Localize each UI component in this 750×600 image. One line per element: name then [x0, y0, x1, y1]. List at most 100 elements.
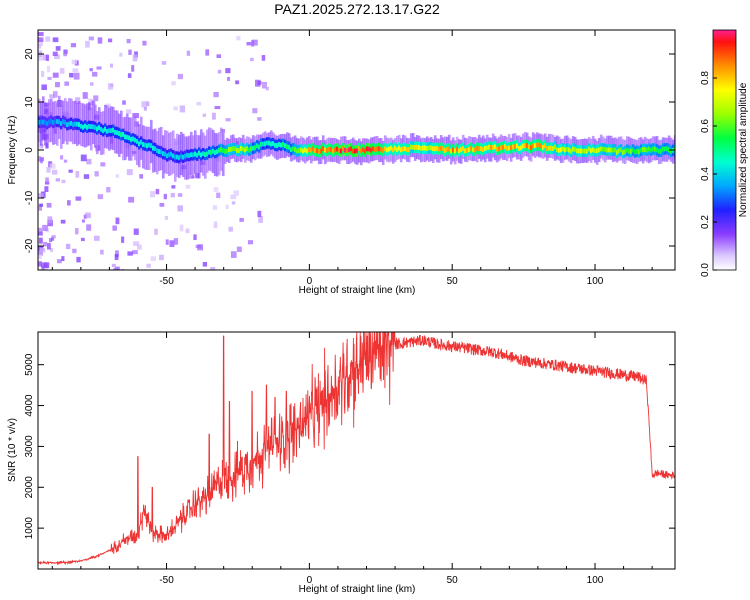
spectrogram-ridge-core	[615, 150, 619, 155]
spectrogram-noise-cell	[43, 242, 48, 247]
snr-x-tick-label: 50	[447, 575, 459, 586]
snr-frame	[37, 331, 676, 570]
spectrogram-ridge-core	[277, 142, 281, 147]
spectrogram-noise-cell	[146, 263, 151, 268]
spectrogram-ridge-core	[189, 152, 193, 158]
spectrogram-ridge-core	[597, 147, 601, 153]
spectrogram-noise-cell	[133, 113, 139, 119]
spectrogram-ridge-core	[375, 146, 379, 152]
spectrogram-noise-cell	[100, 162, 106, 167]
spectrogram-ridge-core	[503, 144, 507, 150]
spectrogram-ridge-core	[535, 142, 539, 148]
spectrogram-ridge-core	[515, 143, 519, 149]
spectrogram-ridge-core	[505, 145, 509, 151]
spectrogram-ridge-core	[651, 146, 655, 152]
snr-x-axis-label: Height of straight line (km)	[299, 584, 416, 595]
spectrogram-ridge-core	[355, 148, 359, 154]
spectrogram-noise-cell	[179, 224, 184, 232]
spectrogram-noise-cell	[97, 194, 104, 200]
spectrogram-ridge-core	[507, 145, 511, 151]
spectrogram-ridge-core	[99, 126, 103, 132]
spectrogram-noise-cell	[186, 50, 191, 56]
spectrogram-ridge-core	[87, 124, 91, 129]
spectrogram-noise-cell	[231, 201, 236, 205]
spectrogram-ridge-core	[349, 146, 353, 152]
spectrogram-noise-cell	[38, 50, 42, 54]
spectrogram-ridge-core	[227, 147, 231, 152]
spectrogram-ridge-core	[665, 146, 669, 152]
spectrogram-ridge-core	[397, 145, 401, 151]
spectrogram-noise-cell	[63, 159, 68, 163]
spectrogram-noise-cell	[44, 186, 49, 193]
spectrogram-ridge-core	[409, 144, 413, 150]
spectrogram-ridge-core	[205, 151, 209, 157]
spectrogram-noise-cell	[261, 55, 266, 61]
spectrogram-ridge-core	[659, 148, 663, 154]
spectrogram-x-tick-label: 50	[447, 276, 459, 287]
spectrogram-ridge-core	[625, 147, 629, 153]
spectrogram-ridge-core	[411, 144, 415, 150]
spectrogram-ridge-core	[551, 146, 555, 152]
spectrogram-ridge-core	[211, 148, 215, 154]
spectrogram-noise-cell	[86, 158, 92, 165]
spectrogram-noise-cell	[216, 54, 222, 59]
spectrogram-ridge-core	[155, 148, 159, 153]
spectrogram-noise-cell	[247, 240, 254, 245]
spectrogram-noise-cell	[233, 190, 239, 196]
spectrogram-noise-cell	[196, 101, 202, 106]
spectrogram-ridge-core	[351, 148, 355, 154]
colorbar-tick-label: 0.6	[700, 119, 711, 133]
spectrogram-noise-cell	[85, 212, 91, 219]
spectrogram-noise-cell	[49, 247, 54, 253]
spectrogram-noise-cell	[50, 237, 55, 241]
spectrogram-ridge-core	[417, 145, 421, 150]
spectrogram-noise-cell	[257, 210, 262, 217]
spectrogram-ridge-core	[443, 148, 447, 153]
spectrogram-ridge-core	[165, 153, 169, 159]
spectrogram-noise-cell	[202, 261, 208, 267]
spectrogram-noise-cell	[210, 267, 216, 270]
spectrogram-ridge-core	[609, 147, 613, 153]
spectrogram-ridge-core	[619, 147, 623, 153]
spectrogram-noise-cell	[69, 72, 74, 78]
spectrogram-noise-cell	[57, 259, 62, 264]
spectrogram-ridge-core	[253, 145, 257, 151]
spectrogram-ridge-core	[545, 146, 549, 151]
spectrogram-noise-cell	[115, 174, 120, 178]
spectrogram-noise-cell	[133, 241, 140, 246]
spectrogram-noise-cell	[122, 100, 126, 105]
spectrogram-ridge-core	[547, 145, 551, 151]
spectrogram-ridge-core	[121, 132, 125, 137]
spectrogram-ridge-core	[431, 146, 435, 152]
spectrogram-ridge-core	[163, 151, 167, 157]
spectrogram-ridge-core	[459, 147, 463, 153]
spectrogram-ridge-core	[59, 121, 63, 126]
spectrogram-ridge-core	[347, 147, 351, 153]
spectrogram-ridge-core	[101, 128, 105, 134]
spectrogram-noise-cell	[63, 49, 68, 55]
spectrogram-ridge-core	[251, 145, 255, 151]
spectrogram-ridge-core	[575, 148, 579, 154]
spectrogram-ridge-core	[565, 146, 569, 152]
spectrogram-ridge-core	[469, 145, 473, 151]
spectrogram-ridge-core	[123, 134, 127, 140]
spectrogram-ridge-core	[539, 143, 543, 149]
snr-panel: -50 0 50 100 1000 2000 3000 4000 5000 Height of …	[7, 331, 676, 595]
spectrogram-ridge-core	[55, 119, 59, 124]
spectrogram-ridge-core	[587, 146, 591, 152]
spectrogram-ridge-core	[359, 148, 363, 154]
spectrogram-ridge-core	[633, 149, 637, 155]
spectrogram-ridge-core	[161, 151, 165, 156]
spectrogram-ridge-core	[511, 144, 515, 150]
spectrogram-noise-cell	[128, 196, 135, 203]
spectrogram-ridge-core	[593, 148, 597, 154]
spectrogram-ridge-core	[331, 148, 335, 154]
spectrogram-ridge-core	[259, 141, 263, 147]
spectrogram-ridge-core	[95, 126, 99, 132]
spectrogram-ridge-core	[447, 146, 451, 152]
spectrogram-noise-cell	[55, 46, 61, 51]
snr-y-tick-label: 2000	[24, 476, 35, 499]
spectrogram-ridge-core	[43, 119, 47, 125]
spectrogram-noise-cell	[104, 103, 111, 108]
spectrogram-ridge-core	[221, 148, 225, 153]
